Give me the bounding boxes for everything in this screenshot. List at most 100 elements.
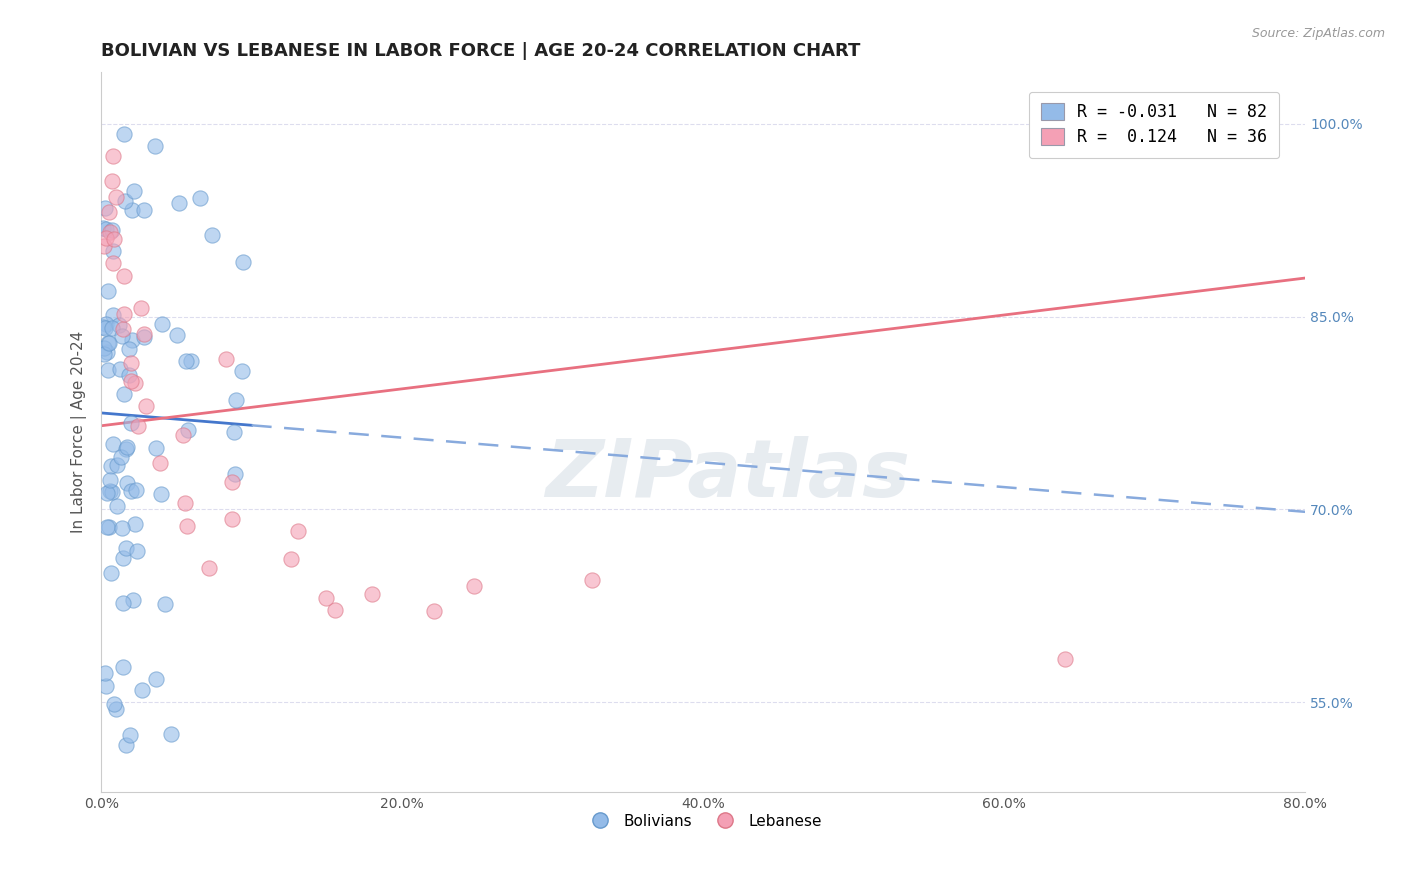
Point bbox=[125, 285, 148, 299]
Point bbox=[96, 231, 118, 245]
Point bbox=[231, 450, 253, 464]
Point bbox=[150, 483, 173, 497]
Point bbox=[101, 335, 124, 350]
Point bbox=[98, 226, 121, 240]
Point bbox=[105, 601, 128, 615]
Point bbox=[315, 591, 337, 605]
Point bbox=[127, 418, 149, 433]
Point bbox=[93, 725, 115, 739]
Point bbox=[96, 224, 118, 238]
Point bbox=[97, 550, 120, 565]
Point bbox=[91, 343, 114, 357]
Point bbox=[198, 561, 221, 575]
Point bbox=[100, 486, 122, 500]
Point bbox=[129, 301, 152, 315]
Point bbox=[463, 579, 485, 593]
Legend: Bolivians, Lebanese: Bolivians, Lebanese bbox=[579, 807, 828, 835]
Point bbox=[115, 203, 138, 218]
Point bbox=[101, 360, 124, 375]
Point bbox=[200, 346, 222, 360]
Point bbox=[120, 356, 142, 370]
Point bbox=[115, 331, 138, 345]
Point bbox=[177, 333, 200, 347]
Point bbox=[93, 439, 115, 453]
Point bbox=[287, 524, 309, 539]
Point bbox=[96, 485, 118, 500]
Point bbox=[1053, 651, 1076, 665]
Point bbox=[98, 198, 121, 212]
Point bbox=[149, 456, 172, 470]
Point bbox=[215, 351, 238, 366]
Point bbox=[105, 727, 128, 741]
Point bbox=[112, 516, 135, 530]
Point bbox=[94, 738, 117, 752]
Point bbox=[221, 511, 243, 525]
Point bbox=[115, 319, 138, 334]
Point bbox=[98, 205, 121, 219]
Point bbox=[93, 239, 115, 253]
Point bbox=[98, 473, 121, 487]
Point bbox=[91, 193, 114, 207]
Point bbox=[94, 224, 117, 238]
Point bbox=[174, 203, 197, 218]
Point bbox=[173, 496, 195, 510]
Point bbox=[131, 331, 153, 345]
Point bbox=[180, 460, 202, 475]
Point bbox=[97, 520, 120, 534]
Point bbox=[100, 245, 122, 260]
Point bbox=[121, 593, 143, 607]
Point bbox=[93, 458, 115, 473]
Point bbox=[120, 374, 142, 388]
Point bbox=[101, 174, 124, 188]
Point bbox=[112, 269, 135, 284]
Point bbox=[135, 399, 157, 413]
Point bbox=[118, 599, 141, 613]
Point bbox=[118, 468, 141, 483]
Point bbox=[145, 363, 167, 377]
Point bbox=[108, 225, 131, 239]
Point bbox=[111, 313, 134, 327]
Point bbox=[122, 489, 145, 503]
Point bbox=[103, 310, 125, 324]
Point bbox=[118, 319, 141, 334]
Point bbox=[132, 438, 155, 452]
Point bbox=[111, 695, 134, 709]
Point bbox=[96, 318, 118, 333]
Point bbox=[94, 355, 117, 369]
Point bbox=[280, 551, 302, 566]
Point bbox=[150, 520, 173, 534]
Point bbox=[101, 416, 124, 430]
Point bbox=[94, 196, 117, 211]
Point bbox=[101, 254, 124, 268]
Point bbox=[100, 545, 122, 559]
Point bbox=[224, 520, 246, 534]
Point bbox=[581, 573, 603, 587]
Point bbox=[143, 339, 166, 353]
Point bbox=[121, 674, 143, 689]
Point bbox=[188, 363, 211, 377]
Point bbox=[98, 140, 121, 154]
Point bbox=[222, 318, 245, 332]
Point bbox=[423, 604, 446, 618]
Point bbox=[101, 149, 124, 163]
Point bbox=[114, 328, 136, 343]
Point bbox=[112, 541, 135, 556]
Text: Source: ZipAtlas.com: Source: ZipAtlas.com bbox=[1251, 27, 1385, 40]
Point bbox=[101, 677, 124, 691]
Point bbox=[232, 422, 254, 436]
Point bbox=[97, 483, 120, 498]
Point bbox=[153, 657, 176, 672]
Point bbox=[105, 129, 128, 144]
Point bbox=[120, 383, 142, 397]
Point bbox=[124, 191, 146, 205]
Point bbox=[112, 307, 135, 321]
Point bbox=[121, 370, 143, 384]
Point bbox=[110, 486, 132, 500]
Point bbox=[132, 326, 155, 341]
Point bbox=[101, 256, 124, 270]
Point bbox=[124, 376, 146, 390]
Point bbox=[112, 353, 135, 368]
Text: ZIPatlas: ZIPatlas bbox=[546, 436, 910, 515]
Point bbox=[360, 587, 382, 601]
Point bbox=[111, 441, 134, 455]
